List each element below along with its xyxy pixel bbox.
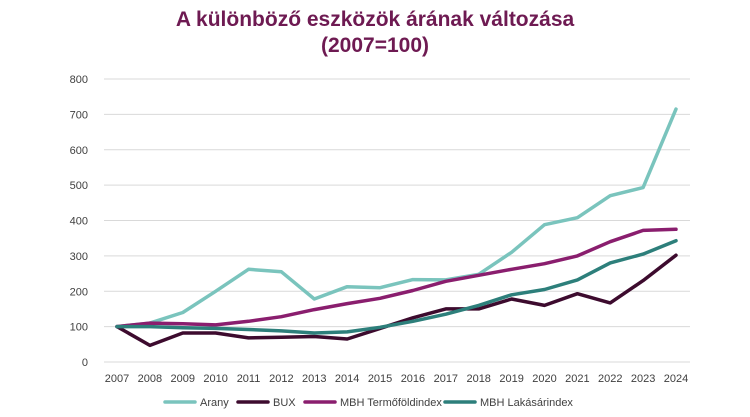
legend-label: MBH Termőföldindex (340, 397, 442, 409)
x-tick-label: 2010 (203, 373, 227, 385)
x-tick-label: 2017 (434, 373, 458, 385)
y-tick-label: 600 (70, 145, 88, 157)
series-line-4 (115, 238, 678, 335)
x-tick-label: 2022 (598, 373, 622, 385)
y-tick-label: 400 (70, 216, 88, 228)
y-tick-label: 500 (70, 180, 88, 192)
y-tick-label: 100 (70, 322, 88, 334)
x-tick-label: 2008 (138, 373, 162, 385)
x-tick-label: 2013 (302, 373, 326, 385)
chart-subtitle: (2007=100) (320, 34, 429, 57)
x-tick-label: 2007 (105, 373, 129, 385)
series-line-1 (115, 107, 678, 329)
x-tick-label: 2019 (499, 373, 523, 385)
legend-label: Arany (200, 397, 229, 409)
y-tick-label: 300 (70, 251, 88, 263)
series-line-3 (115, 227, 678, 329)
x-tick-label: 2018 (466, 373, 490, 385)
y-tick-label: 800 (70, 74, 88, 86)
x-tick-label: 2023 (631, 373, 655, 385)
x-tick-label: 2016 (401, 373, 425, 385)
x-tick-label: 2014 (335, 373, 359, 385)
y-tick-label: 200 (70, 286, 88, 298)
x-tick-label: 2012 (269, 373, 293, 385)
y-tick-label: 0 (82, 357, 88, 369)
legend-label: BUX (273, 397, 296, 409)
x-tick-label: 2009 (171, 373, 195, 385)
x-tick-label: 2021 (565, 373, 589, 385)
x-tick-label: 2011 (237, 373, 261, 385)
x-tick-label: 2024 (664, 373, 688, 385)
x-tick-label: 2020 (532, 373, 556, 385)
x-tick-label: 2015 (368, 373, 392, 385)
legend-label: MBH Lakásárindex (480, 397, 573, 409)
chart-title: A különböző eszközök árának változása (175, 8, 575, 31)
y-tick-label: 700 (70, 109, 88, 121)
